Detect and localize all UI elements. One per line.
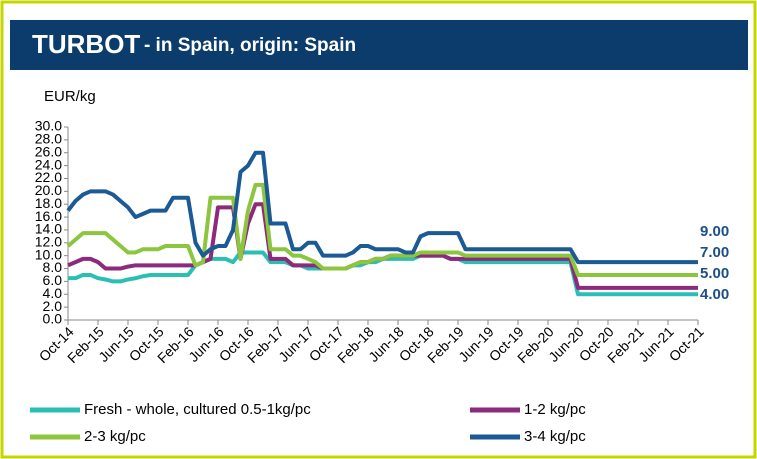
y-tick-label: 26.0 bbox=[35, 143, 62, 159]
chart-title: TURBOT bbox=[32, 29, 140, 59]
y-tick-label: 18.0 bbox=[35, 195, 62, 211]
legend-label: 3-4 kg/pc bbox=[524, 428, 586, 445]
y-tick-label: 4.0 bbox=[43, 285, 63, 301]
y-tick-label: 22.0 bbox=[35, 169, 62, 185]
series-line bbox=[66, 150, 698, 265]
y-axis-label: EUR/kg bbox=[44, 88, 96, 105]
y-tick-label: 2.0 bbox=[43, 298, 63, 314]
y-tick-label: 8.0 bbox=[43, 259, 63, 275]
y-tick-label: 28.0 bbox=[35, 131, 62, 147]
y-tick-label: 30.0 bbox=[35, 118, 62, 134]
y-tick-label: 16.0 bbox=[35, 208, 62, 224]
title-text: TURBOT - in Spain, origin: Spain bbox=[32, 29, 356, 59]
y-tick-label: 24.0 bbox=[35, 156, 62, 172]
chart-subtitle: - in Spain, origin: Spain bbox=[144, 35, 356, 56]
y-tick-label: 6.0 bbox=[43, 272, 63, 288]
end-annotation: 7.00 bbox=[700, 244, 729, 261]
y-tick-label: 14.0 bbox=[35, 221, 62, 237]
y-tick-label: 0.0 bbox=[43, 311, 63, 327]
y-tick-label: 20.0 bbox=[35, 182, 62, 198]
legend-label: Fresh - whole, cultured 0.5-1kg/pc bbox=[84, 401, 311, 418]
y-tick-label: 12.0 bbox=[35, 234, 62, 250]
end-annotation: 4.00 bbox=[700, 286, 729, 303]
y-tick-label: 10.0 bbox=[35, 246, 62, 262]
legend-label: 1-2 kg/pc bbox=[524, 401, 586, 418]
series-line bbox=[66, 182, 698, 277]
end-annotation: 9.00 bbox=[700, 223, 729, 240]
title-bar bbox=[10, 20, 748, 70]
legend-label: 2-3 kg/pc bbox=[84, 428, 146, 445]
end-annotation: 5.00 bbox=[700, 265, 729, 282]
